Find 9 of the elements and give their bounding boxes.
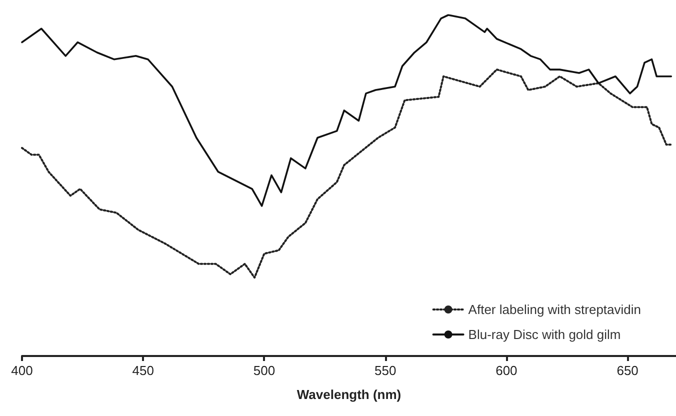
x-tick-label: 550 <box>374 363 396 378</box>
x-axis-title: Wavelength (nm) <box>296 387 402 402</box>
legend-label: Blu-ray Disc with gold gilm <box>468 327 621 342</box>
x-tick-label: 400 <box>11 363 33 378</box>
x-tick-label: 500 <box>253 363 276 378</box>
legend-label: After labeling with streptavidin <box>468 302 641 317</box>
x-tick-label: 600 <box>496 363 518 378</box>
x-tick-label: 450 <box>132 363 154 378</box>
x-tick-label: 650 <box>616 363 638 378</box>
